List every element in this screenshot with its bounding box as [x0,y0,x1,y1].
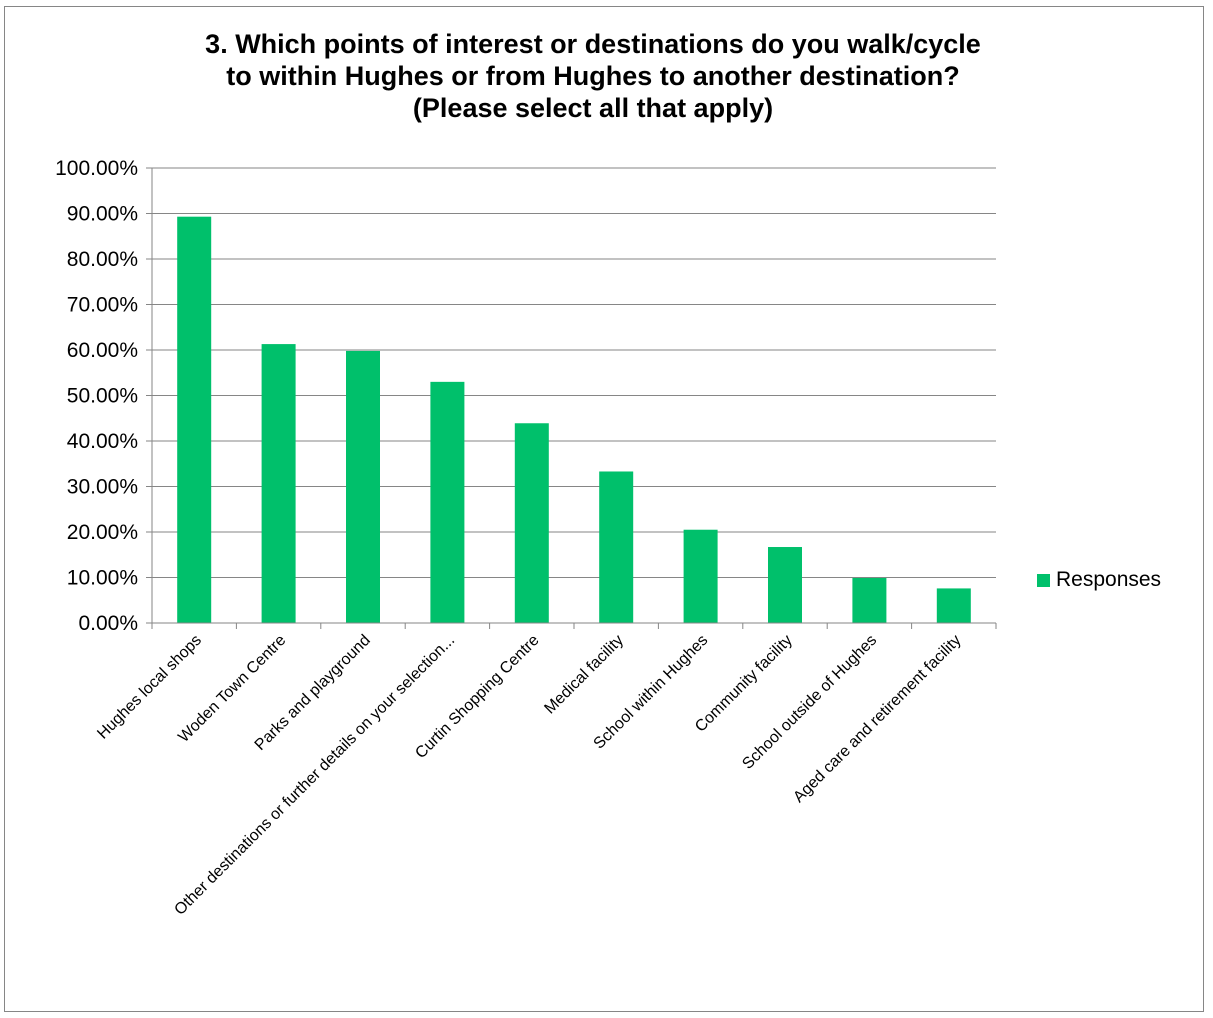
y-tick-label: 90.00% [67,203,138,226]
bar [430,381,465,623]
x-category-label: Other destinations or further details on… [171,632,458,919]
chart-title-line-1: 3. Which points of interest or destinati… [205,29,981,59]
y-tick-label: 10.00% [67,567,138,590]
axes [146,167,997,629]
x-category-label: Aged care and retirement facility [790,632,964,806]
bar [936,588,971,623]
y-tick-label: 80.00% [67,248,138,271]
y-tick-label: 30.00% [67,476,138,499]
bars [177,216,971,623]
bar [177,216,212,623]
y-tick-label: 70.00% [67,294,138,317]
y-tick-label: 60.00% [67,339,138,362]
y-tick-label: 40.00% [67,430,138,453]
bar [852,577,887,623]
bar [683,529,718,623]
bar [261,344,296,623]
chart-title-line-3: (Please select all that apply) [412,93,774,123]
legend-label-responses: Responses [1056,568,1162,591]
bar [346,350,380,623]
y-tick-label: 0.00% [78,612,138,635]
bar [514,423,549,623]
bar [768,547,802,623]
y-tick-label: 20.00% [67,521,138,544]
x-category-label: Medical facility [541,632,627,718]
y-axis-tick-labels: 0.00% 10.00% 20.00% 30.00% 40.00% 50.00% 60.00… [55,157,138,635]
bar [599,471,634,623]
y-tick-label: 50.00% [67,385,138,408]
chart-title: 3. Which points of interest or destinati… [90,28,1096,124]
legend-swatch-responses [1037,573,1050,587]
y-tick-label: 100.00% [55,157,138,180]
x-category-label: School outside of Hughes [739,632,880,773]
chart-title-line-2: to within Hughes or from Hughes to anoth… [226,61,960,91]
legend: Responses [1037,568,1161,592]
